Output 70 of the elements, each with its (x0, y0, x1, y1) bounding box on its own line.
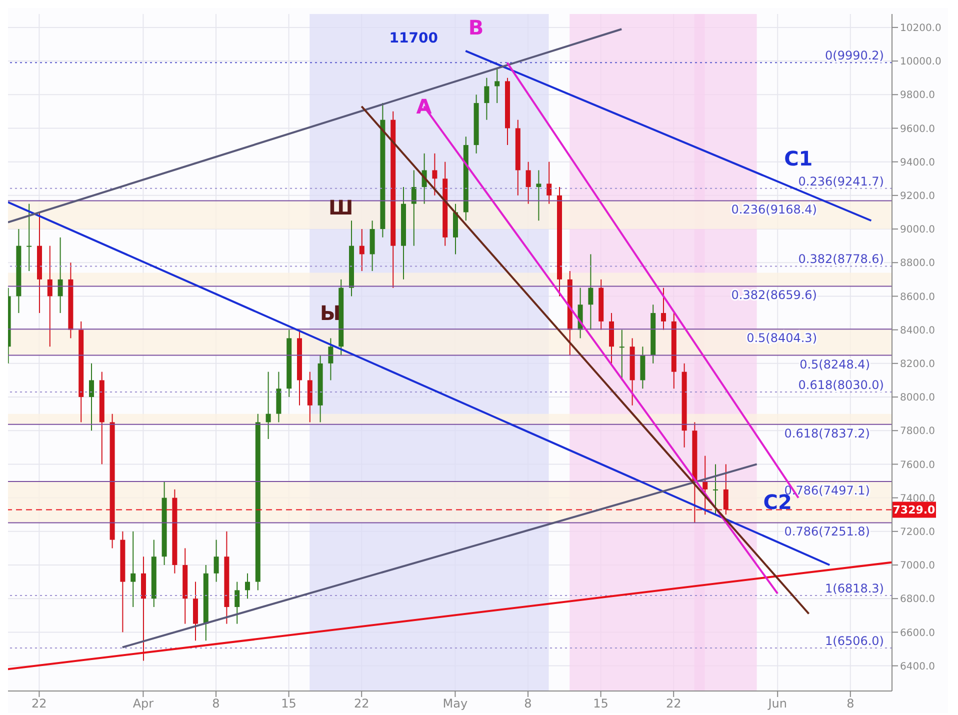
x-tick-label: 15 (593, 696, 608, 711)
ref-line-label: 0(9990.2) (825, 48, 884, 63)
candlestick (619, 329, 624, 381)
candlestick (245, 572, 250, 600)
y-tick-label: 10200.0 (900, 22, 942, 34)
x-tick-label: 22 (354, 696, 370, 711)
ref-line-label: 0.5(8404.3) (746, 331, 817, 346)
candlestick (494, 67, 500, 104)
ref-line-label: 7329.0 (892, 504, 936, 517)
y-tick-label: 8800.0 (900, 258, 935, 270)
x-tick-label: May (442, 696, 468, 711)
candlestick (432, 152, 438, 196)
candlestick (58, 236, 63, 314)
annotation: C1 (784, 146, 813, 171)
y-tick-label: 7600.0 (900, 460, 935, 471)
ref-line-label: 0.786(7251.8) (784, 524, 870, 539)
y-tick-label: 7800.0 (900, 426, 935, 438)
y-tick-label: 6800.0 (900, 594, 935, 606)
annotation: Ш (328, 195, 354, 220)
y-tick-label: 8200.0 (900, 358, 935, 370)
candlestick (130, 530, 136, 608)
x-tick-label: 8 (212, 696, 220, 711)
ref-line-label: 1(6506.0) (825, 634, 884, 648)
candlestick (713, 464, 718, 516)
y-tick-label: 8400.0 (900, 325, 935, 336)
ref-line-label: 0.382(8659.6) (731, 288, 817, 302)
ref-line-label: 0.618(7837.2) (784, 426, 870, 440)
x-tick-label: 15 (281, 696, 296, 711)
candlestick (526, 161, 531, 204)
candlestick (661, 287, 666, 330)
y-tick-label: 6400.0 (900, 661, 935, 672)
candlestick (234, 581, 240, 624)
x-tick-label: Jun (767, 696, 787, 711)
y-tick-label: 9200.0 (900, 190, 935, 202)
y-tick-label: 10000.0 (900, 56, 942, 68)
y-tick-label: 7000.0 (900, 560, 935, 572)
candlestick (723, 464, 728, 516)
candlestick (536, 170, 542, 222)
ref-line-label: 0.5(8248.4) (800, 357, 870, 372)
x-tick-label: 22 (32, 696, 47, 711)
annotation: B (468, 16, 484, 40)
y-tick-label: 7200.0 (900, 526, 935, 538)
x-tick-label: Apr (132, 696, 154, 711)
candlestick (411, 170, 416, 246)
candlestick (546, 161, 552, 204)
y-tick-label: 8600.0 (900, 292, 935, 303)
candlestick (47, 245, 52, 348)
candlestick (266, 371, 271, 440)
ref-line-label: 1(6818.3) (825, 582, 884, 596)
candlestick (359, 228, 364, 272)
annotation: 11700 (389, 30, 438, 46)
ref-line-label: 0.236(9168.4) (731, 202, 817, 217)
y-tick-label: 9600.0 (900, 124, 935, 135)
ref-line-label: 0.382(8778.6) (798, 252, 884, 266)
x-tick-label: 8 (846, 696, 854, 711)
y-tick-label: 6600.0 (900, 628, 935, 639)
y-tick-label: 9400.0 (900, 157, 935, 168)
y-tick-label: 9000.0 (900, 224, 935, 236)
ref-line-label: 0.618(8030.0) (798, 378, 884, 392)
ref-line-label: 0.236(9241.7) (798, 174, 884, 188)
candlestick (588, 254, 594, 330)
y-tick-label: 9800.0 (900, 90, 935, 102)
candlestick (89, 362, 94, 432)
x-tick-label: 22 (666, 696, 682, 711)
candlestick (26, 203, 32, 272)
candlestick (484, 77, 490, 120)
candlestick (214, 539, 219, 582)
y-tick-label: 8000.0 (900, 392, 935, 404)
candlestick (328, 338, 334, 381)
x-tick-label: 8 (524, 696, 532, 711)
